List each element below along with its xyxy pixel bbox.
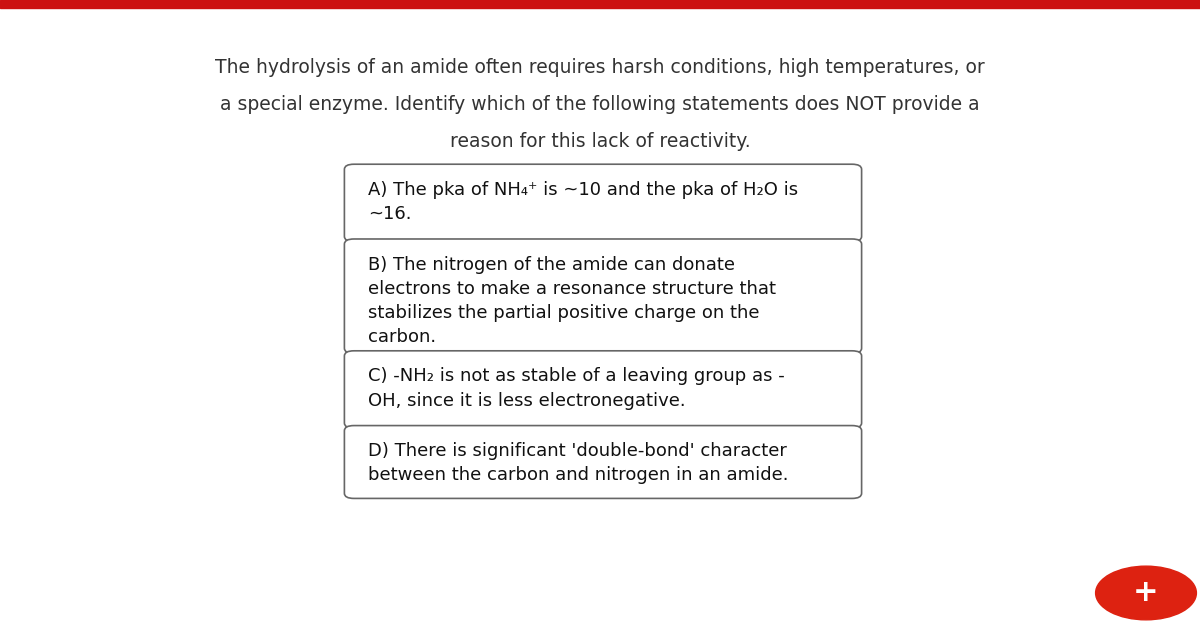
Text: a special enzyme. Identify which of the following statements does NOT provide a: a special enzyme. Identify which of the … (220, 95, 980, 114)
FancyBboxPatch shape (344, 239, 862, 353)
Text: The hydrolysis of an amide often requires harsh conditions, high temperatures, o: The hydrolysis of an amide often require… (215, 58, 985, 77)
Circle shape (1096, 566, 1196, 620)
Text: A) The pka of NH₄⁺ is ~10 and the pka of H₂O is
~16.: A) The pka of NH₄⁺ is ~10 and the pka of… (368, 181, 798, 223)
Text: +: + (1133, 578, 1159, 608)
Text: reason for this lack of reactivity.: reason for this lack of reactivity. (450, 132, 750, 151)
Text: D) There is significant 'double-bond' character
between the carbon and nitrogen : D) There is significant 'double-bond' ch… (368, 442, 788, 484)
FancyBboxPatch shape (344, 351, 862, 428)
Text: C) -NH₂ is not as stable of a leaving group as -
OH, since it is less electroneg: C) -NH₂ is not as stable of a leaving gr… (368, 367, 785, 410)
FancyBboxPatch shape (344, 164, 862, 242)
Text: B) The nitrogen of the amide can donate
electrons to make a resonance structure : B) The nitrogen of the amide can donate … (368, 256, 776, 346)
FancyBboxPatch shape (344, 426, 862, 498)
